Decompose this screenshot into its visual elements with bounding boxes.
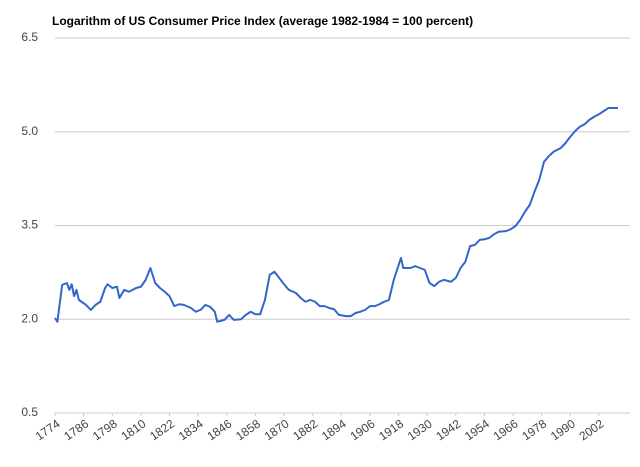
y-tick-label: 0.5 (21, 405, 38, 419)
x-tick-label: 2002 (577, 416, 607, 443)
chart-title: Logarithm of US Consumer Price Index (av… (52, 14, 473, 28)
x-tick-label: 1846 (204, 416, 234, 443)
x-tick-label: 1966 (491, 416, 521, 443)
x-tick-label: 1906 (348, 416, 378, 443)
x-tick-label: 1798 (90, 416, 120, 443)
x-tick-label: 1858 (233, 416, 263, 443)
x-tick-label: 1870 (262, 416, 292, 443)
x-tick-label: 1882 (290, 416, 320, 443)
y-tick-label: 5.0 (21, 124, 38, 138)
x-tick-label: 1942 (433, 416, 463, 443)
x-tick-label: 1774 (33, 416, 63, 443)
x-tick-label: 1918 (376, 416, 406, 443)
x-tick-label: 1930 (405, 416, 435, 443)
x-tick-label: 1990 (548, 416, 578, 443)
x-tick-label: 1810 (119, 416, 149, 443)
x-tick-label: 1786 (61, 416, 91, 443)
x-tick-label: 1894 (319, 416, 349, 443)
y-tick-label: 2.0 (21, 311, 38, 325)
data-line (54, 107, 618, 323)
x-tick-label: 1834 (176, 416, 206, 443)
x-tick-label: 1822 (147, 416, 177, 443)
y-tick-label: 6.5 (21, 30, 38, 44)
x-tick-label: 1954 (462, 416, 492, 443)
y-tick-label: 3.5 (21, 218, 38, 232)
x-tick-label: 1978 (519, 416, 549, 443)
